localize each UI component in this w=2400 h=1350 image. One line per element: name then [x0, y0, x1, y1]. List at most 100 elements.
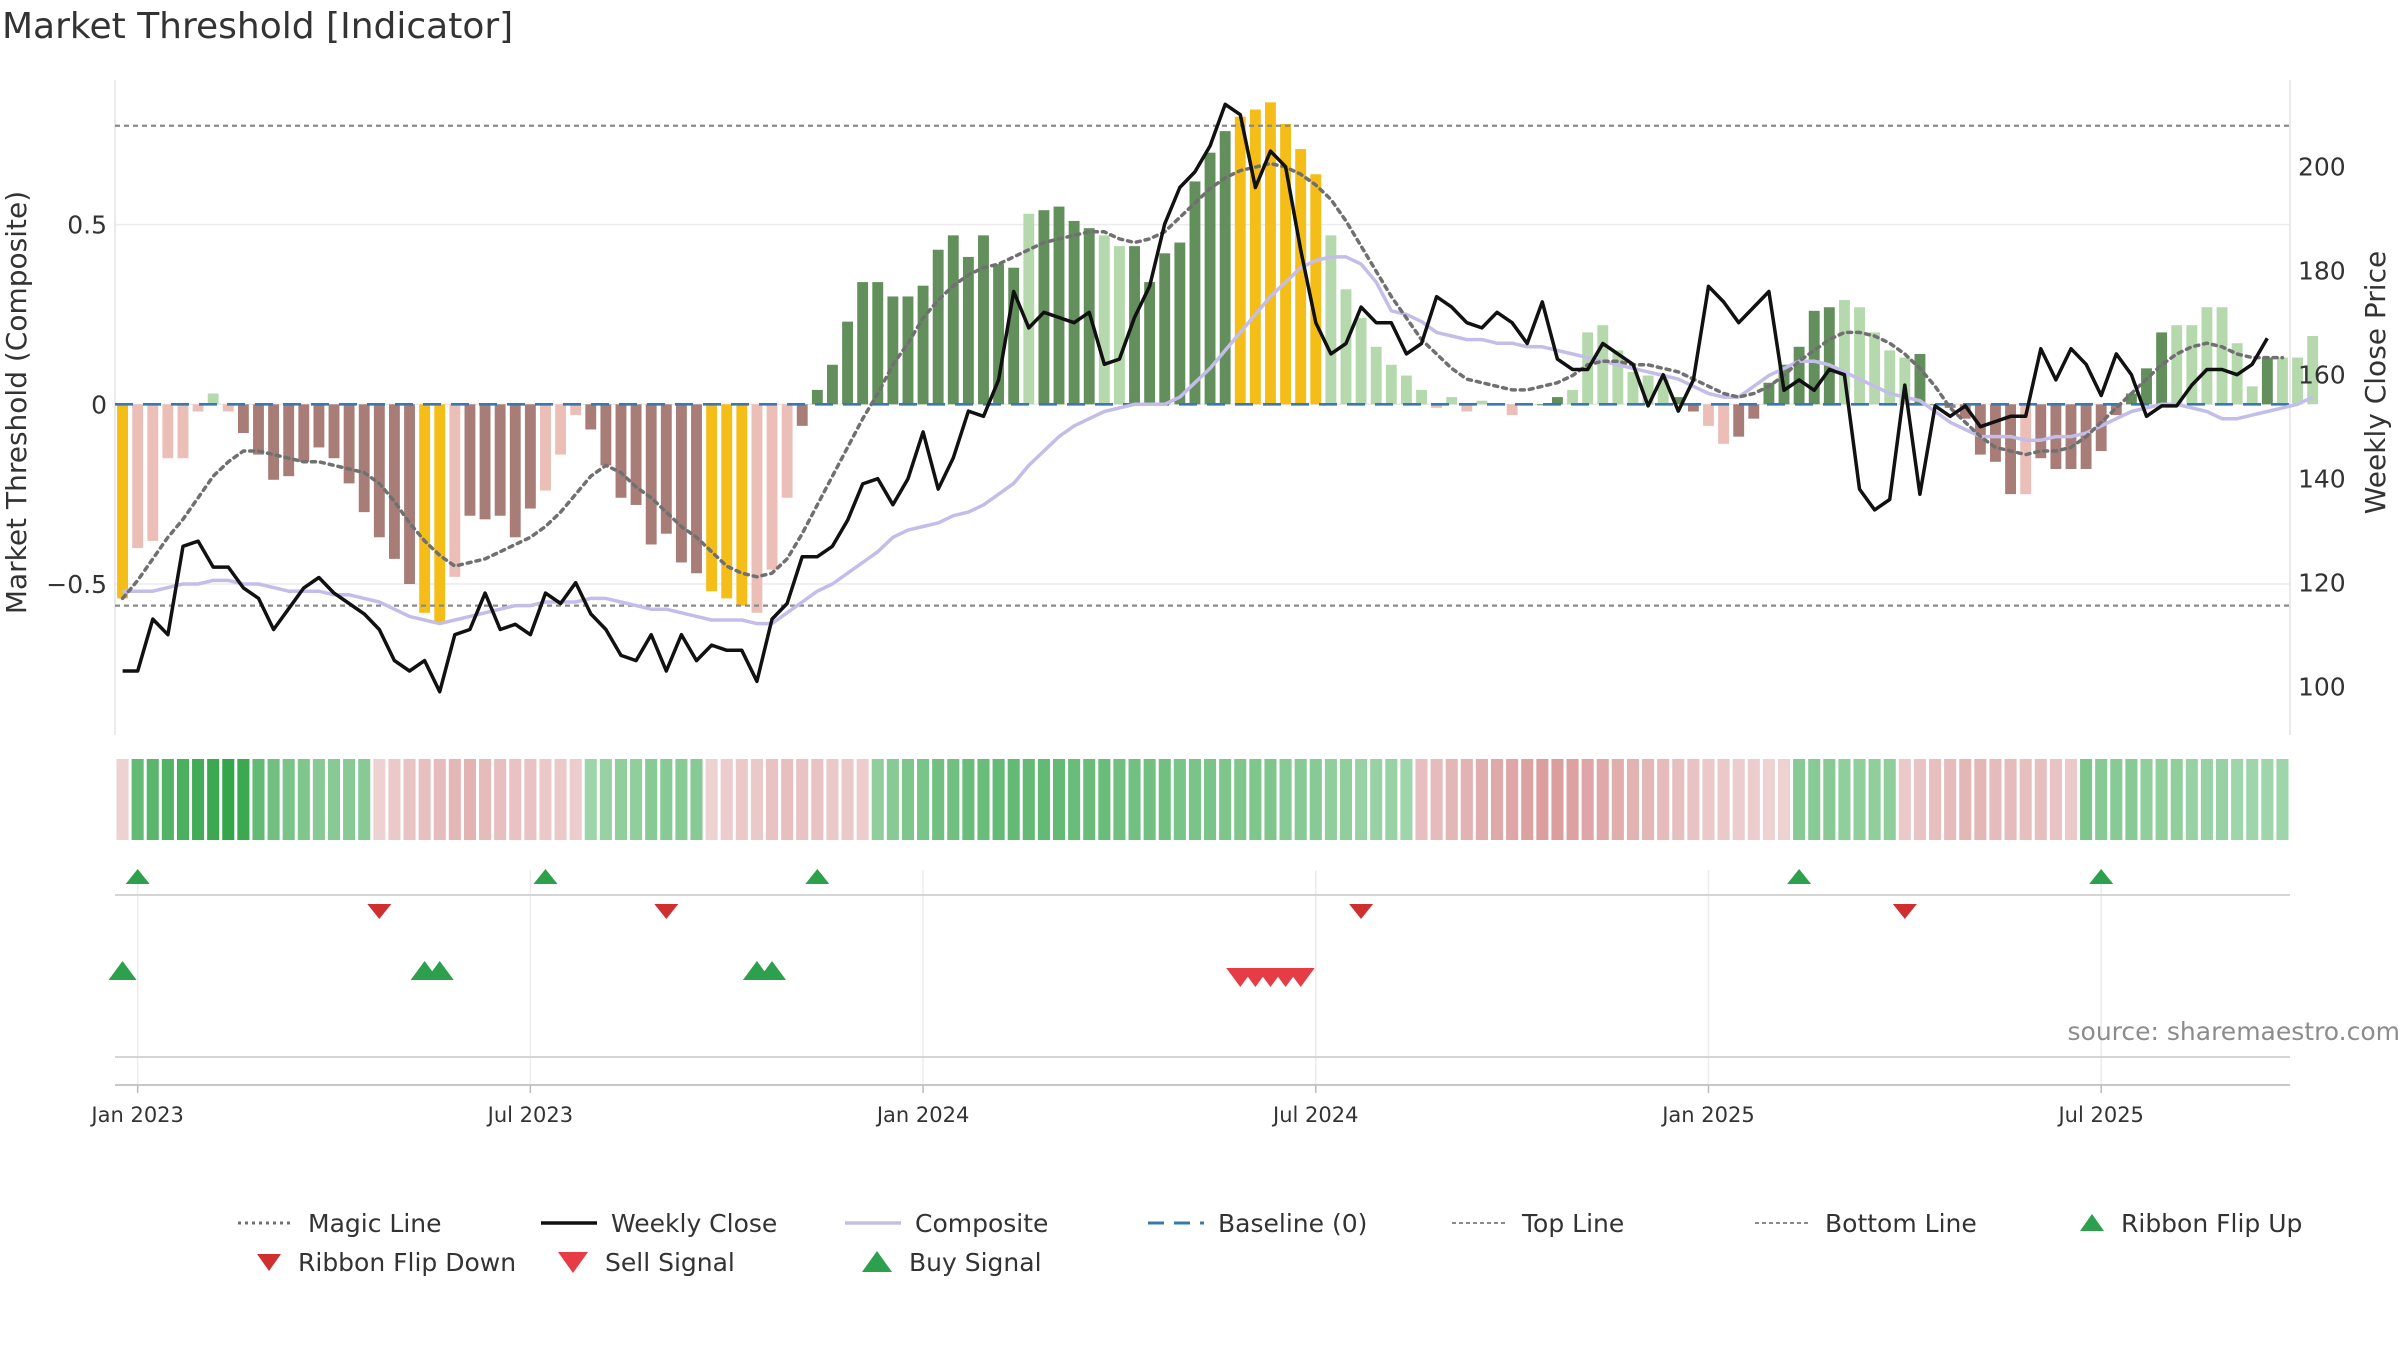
y-left-tick-label: 0 [91, 390, 107, 419]
ribbon-cell [1717, 759, 1730, 840]
buy-signal-markers [108, 961, 787, 980]
bar [630, 404, 642, 505]
ribbon-cell [1370, 759, 1383, 840]
sell-signal-marker [1286, 968, 1315, 987]
bar [373, 404, 385, 538]
ribbon-cell [2155, 759, 2168, 840]
ribbon-cell [947, 759, 960, 840]
ribbon-flip-up-marker [125, 869, 150, 884]
ribbon-cell [645, 759, 658, 840]
y-right-tick-label: 160 [2298, 361, 2346, 390]
ribbon-cell [1339, 759, 1353, 840]
ribbon-cell [1521, 759, 1534, 840]
ribbon-cell [962, 759, 975, 840]
ribbon-cell [1309, 759, 1322, 840]
ribbon-cell [116, 759, 129, 840]
legend-label: Baseline (0) [1218, 1208, 1368, 1238]
bar [237, 404, 249, 434]
bar [842, 321, 853, 405]
ribbon-cell [901, 759, 915, 840]
ribbon-cell [2261, 759, 2274, 840]
ribbon-cell [1762, 759, 1775, 840]
ribbon-cell [1234, 759, 1247, 840]
composite-line [122, 255, 2314, 626]
ribbon-flip-up-marker [805, 869, 830, 884]
ribbon-cell [479, 759, 492, 840]
legend-label: Top Line [1522, 1208, 1625, 1238]
bar [932, 249, 944, 405]
bar [1612, 350, 1624, 405]
legend-item-sell-signal: Sell Signal [555, 1244, 735, 1280]
legend-item-composite: Composite [845, 1205, 1048, 1241]
weekly-close-line [122, 102, 2269, 694]
bar [1325, 235, 1337, 405]
bar [192, 404, 204, 412]
bar [2035, 404, 2047, 459]
bar [1038, 210, 1050, 405]
bar [2020, 404, 2032, 495]
ribbon-cell [796, 759, 809, 840]
ribbon-cell [720, 759, 733, 840]
ribbon-cell [1823, 759, 1836, 840]
ribbon-cell [1219, 759, 1232, 840]
y-left-tick-label: 0.5 [67, 211, 107, 240]
bar [1400, 375, 1412, 405]
ribbon-cell [1657, 759, 1670, 840]
ribbon-cell [1490, 759, 1504, 840]
ribbon-cell [327, 759, 341, 840]
ribbon-cell [554, 759, 567, 840]
ribbon-cell [161, 759, 174, 840]
ribbon-cell [1007, 759, 1020, 840]
ribbon-cell [1702, 759, 1715, 840]
bar [751, 404, 763, 613]
ribbon-cell [599, 759, 612, 840]
dotted-line-icon [1755, 1222, 1811, 1224]
bar [464, 404, 476, 516]
ribbon-cell [765, 759, 779, 840]
ribbon-cell [1400, 759, 1413, 840]
ribbon-cell [2140, 759, 2153, 840]
bar [1763, 382, 1775, 405]
ribbon-cell [1732, 759, 1745, 840]
bar [872, 282, 884, 405]
ribbon-flip-up-markers [125, 869, 2114, 884]
legend-label: Buy Signal [909, 1247, 1042, 1277]
bar [1476, 400, 1488, 405]
ribbon-cell [222, 759, 235, 840]
ribbon-cell [312, 759, 325, 840]
bar [766, 404, 778, 570]
ribbon-cell [841, 759, 854, 840]
ribbon-cell [2019, 759, 2032, 840]
y-left-axis-label: Market Threshold (Composite) [0, 191, 33, 614]
ribbon-cell [1022, 759, 1035, 840]
bar [1808, 310, 1820, 405]
ribbon-cell [1566, 759, 1579, 840]
legend-item-ribbon-flip-up: Ribbon Flip Up [2077, 1205, 2302, 1241]
legend-label: Ribbon Flip Up [2121, 1208, 2303, 1238]
bar [1174, 242, 1186, 405]
ribbon-cell [1974, 759, 1987, 840]
bar [1687, 404, 1699, 412]
ribbon-flip-down-marker [654, 904, 679, 919]
bar [1234, 116, 1246, 405]
x-tick-label: Jan 2023 [89, 1103, 184, 1127]
ribbon-cell [176, 759, 190, 840]
bar [540, 404, 551, 491]
bar [1657, 379, 1669, 405]
bar [1884, 350, 1896, 405]
ribbon-flip-down-markers [367, 904, 1917, 919]
bar [887, 296, 899, 405]
ribbon-cell [207, 759, 220, 840]
ribbon-cell [1506, 759, 1519, 840]
ribbon-cell [1611, 759, 1624, 840]
bar [298, 404, 310, 462]
y-right-tick-label: 140 [2298, 465, 2346, 494]
ribbon-cell [494, 759, 507, 840]
ribbon-cell [1777, 759, 1791, 840]
ribbon-cell [630, 759, 643, 840]
ribbon-cell [1279, 759, 1292, 840]
dotted-line-icon [1452, 1222, 1508, 1224]
bar [358, 404, 370, 513]
ribbon-cell [1098, 759, 1111, 840]
ribbon-cell [690, 759, 703, 840]
